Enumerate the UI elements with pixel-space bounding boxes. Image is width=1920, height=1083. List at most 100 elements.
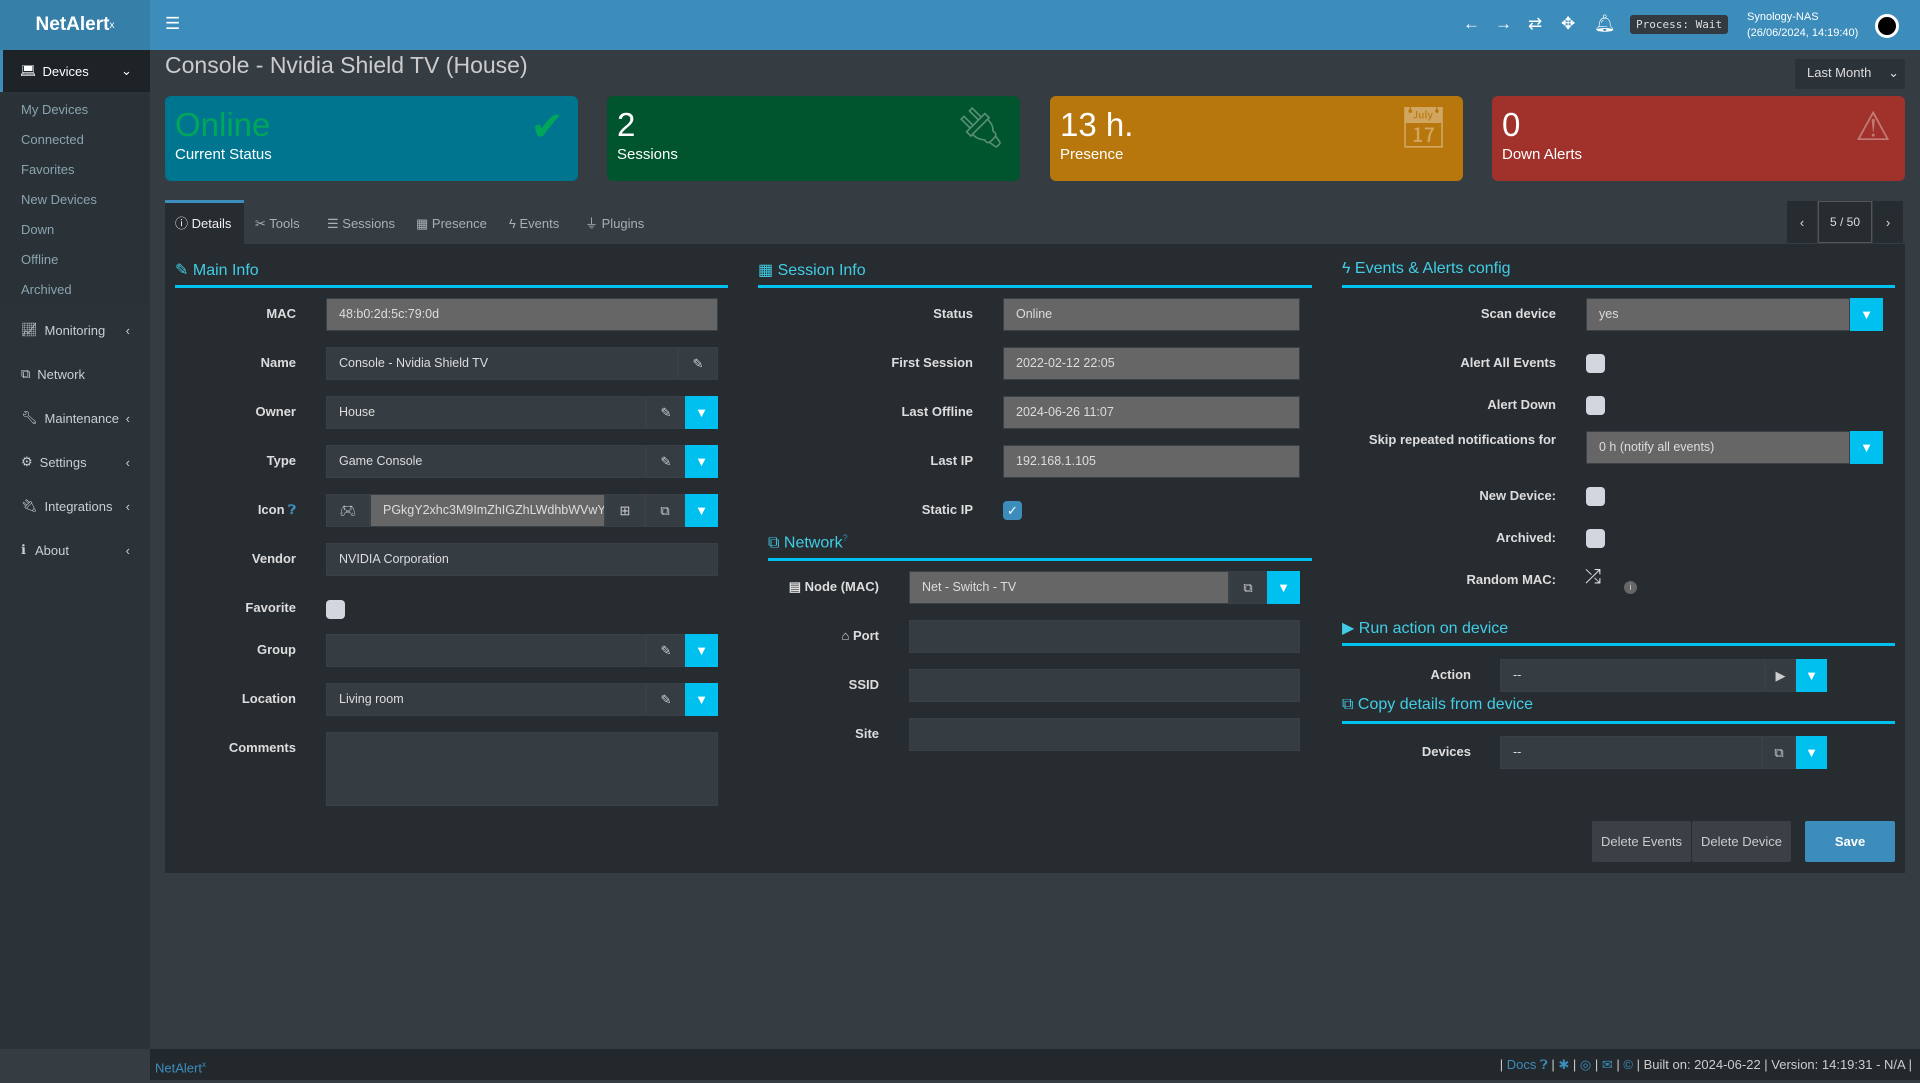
tab-tools[interactable]: ✂ Tools [255, 200, 300, 244]
sidebar-item-settings[interactable]: ⚙ Settings ‹ [0, 440, 150, 484]
add-icon-button[interactable]: ⊞ [605, 494, 645, 527]
alert-down-checkbox[interactable] [1586, 396, 1605, 415]
sidebar-sub-connected[interactable]: Connected [0, 125, 150, 155]
tab-plugins[interactable]: ⏚ Plugins [585, 200, 644, 244]
refresh-icon[interactable]: ⇄ [1528, 14, 1543, 33]
action-select[interactable]: -- [1500, 659, 1765, 692]
sidebar-item-integrations[interactable]: 🔌︎ Integrations ‹ [0, 484, 150, 528]
top-navbar [0, 0, 1920, 50]
app-logo[interactable]: NetAlert x [0, 0, 150, 50]
mail-icon[interactable]: ✉ [1601, 1057, 1613, 1072]
copy-details-button[interactable]: ⧉ [1762, 736, 1796, 769]
scan-device-select[interactable]: yes [1586, 298, 1850, 331]
github-icon[interactable]: ◎ [1579, 1057, 1592, 1072]
chart-icon: 📈︎ [21, 322, 38, 337]
prev-device-button[interactable]: ‹ [1787, 201, 1817, 243]
tab-events[interactable]: ϟ Events [509, 200, 559, 244]
action-dropdown[interactable]: ▼ [1796, 659, 1827, 692]
section-title: Copy details from device [1357, 696, 1534, 713]
edit-name-button[interactable]: ✎ [678, 347, 718, 380]
sidebar-sub-favorites[interactable]: Favorites [0, 155, 150, 185]
card-value: 2 [617, 106, 636, 143]
edit-type-button[interactable]: ✎ [646, 445, 686, 478]
sidebar-item-label: Network [37, 366, 85, 382]
new-device-checkbox[interactable] [1586, 487, 1605, 506]
skip-notifications-select[interactable]: 0 h (notify all events) [1586, 431, 1850, 464]
sidebar-item-label: Integrations [44, 498, 113, 514]
copy-icon-button[interactable]: ⧉ [645, 494, 685, 527]
copyright-icon[interactable]: © [1623, 1057, 1633, 1072]
bell-icon[interactable]: 🔔︎ [1594, 14, 1616, 33]
card-value: Online [175, 106, 271, 143]
sidebar-item-network[interactable]: ⧉ Network [0, 352, 150, 396]
ssid-input[interactable] [909, 669, 1300, 702]
sidebar-sub-new-devices[interactable]: New Devices [0, 185, 150, 215]
edit-location-button[interactable]: ✎ [646, 683, 686, 716]
sidebar-sub-down[interactable]: Down [0, 215, 150, 245]
sidebar-sub-archived[interactable]: Archived [0, 275, 150, 305]
hamburger-menu-icon[interactable]: ☰ [165, 14, 181, 33]
save-button[interactable]: Save [1805, 821, 1895, 862]
docs-link[interactable]: Docs ❓︎ [1507, 1057, 1548, 1072]
copy-devices-select[interactable]: -- [1500, 736, 1762, 769]
site-input[interactable] [909, 718, 1300, 751]
favorite-checkbox[interactable] [326, 600, 345, 619]
calendar-icon: 📅︎ [1398, 106, 1449, 150]
sidebar-item-about[interactable]: ℹ About ‹ [0, 528, 150, 572]
bug-icon[interactable]: ✱ [1558, 1057, 1570, 1072]
delete-device-button[interactable]: Delete Device [1692, 821, 1791, 862]
sidebar-item-devices[interactable]: 💻︎ Devices ⌄ [0, 50, 150, 92]
edit-group-button[interactable]: ✎ [646, 634, 686, 667]
delete-events-button[interactable]: Delete Events [1592, 821, 1691, 862]
sidebar-sub-offline[interactable]: Offline [0, 245, 150, 275]
sessions-card[interactable]: 2 Sessions 🔌︎ [607, 96, 1020, 181]
icon-dropdown-button[interactable]: ▼ [685, 494, 718, 527]
help-icon[interactable]: ❓︎ [288, 502, 296, 517]
scan-device-dropdown[interactable]: ▼ [1850, 298, 1883, 331]
group-input[interactable] [326, 634, 646, 667]
port-input[interactable] [909, 620, 1300, 653]
node-label: ▤ Node (MAC) [789, 579, 879, 595]
user-avatar[interactable] [1875, 14, 1899, 38]
sidebar-item-monitoring[interactable]: 📈︎ Monitoring ‹ [0, 308, 150, 352]
vendor-input[interactable]: NVIDIA Corporation [326, 543, 718, 576]
comments-textarea[interactable] [326, 732, 718, 806]
period-select[interactable]: Last Month ⌄ [1795, 59, 1905, 89]
node-dropdown-button[interactable]: ▼ [1267, 571, 1300, 604]
help-icon[interactable]: ? [842, 533, 848, 543]
next-device-button[interactable]: › [1873, 201, 1903, 243]
server-info[interactable]: Synology-NAS (26/06/2024, 14:19:40) [1747, 9, 1858, 41]
group-dropdown-button[interactable]: ▼ [685, 634, 718, 667]
back-arrow-icon[interactable]: ← [1463, 14, 1480, 33]
info-icon[interactable]: i [1624, 581, 1637, 594]
tab-presence[interactable]: ▦ Presence [416, 200, 487, 244]
alert-all-events-checkbox[interactable] [1586, 354, 1605, 373]
copy-devices-dropdown[interactable]: ▼ [1796, 736, 1827, 769]
name-input[interactable]: Console - Nvidia Shield TV [326, 347, 678, 380]
location-dropdown-button[interactable]: ▼ [685, 683, 718, 716]
move-arrows-icon[interactable]: ✥ [1561, 14, 1576, 33]
last-ip-field: 192.168.1.105 [1003, 445, 1300, 478]
footer-brand[interactable]: NetAlertx [155, 1060, 206, 1076]
forward-arrow-icon[interactable]: → [1495, 14, 1512, 33]
static-ip-checkbox[interactable]: ✓ [1003, 501, 1022, 520]
owner-input[interactable]: House [326, 396, 646, 429]
device-details-panel: ⓘ Details ✂ Tools ☰ Sessions ▦ Presence … [165, 200, 1905, 873]
edit-owner-button[interactable]: ✎ [646, 396, 686, 429]
owner-dropdown-button[interactable]: ▼ [685, 396, 718, 429]
type-input[interactable]: Game Console [326, 445, 646, 478]
icon-input[interactable]: PGkgY2xhc3M9ImZhIGZhLWdhbWVwYWQiPjwvaT4= [370, 494, 605, 527]
go-to-node-button[interactable]: ⧉ [1229, 571, 1267, 604]
node-select[interactable]: Net - Switch - TV [909, 571, 1229, 604]
tab-details[interactable]: ⓘ Details [165, 200, 244, 244]
tab-sessions[interactable]: ☰ Sessions [327, 200, 395, 244]
down-alerts-card[interactable]: 0 Down Alerts ⚠ [1492, 96, 1905, 181]
archived-checkbox[interactable] [1586, 529, 1605, 548]
location-input[interactable]: Living room [326, 683, 646, 716]
presence-card[interactable]: 13 h. Presence 📅︎ [1050, 96, 1463, 181]
sidebar-item-maintenance[interactable]: 🔧︎ Maintenance ‹ [0, 396, 150, 440]
run-action-button[interactable]: ▶ [1765, 659, 1796, 692]
skip-notifications-dropdown[interactable]: ▼ [1850, 431, 1883, 464]
type-dropdown-button[interactable]: ▼ [685, 445, 718, 478]
sidebar-sub-my-devices[interactable]: My Devices [0, 95, 150, 125]
